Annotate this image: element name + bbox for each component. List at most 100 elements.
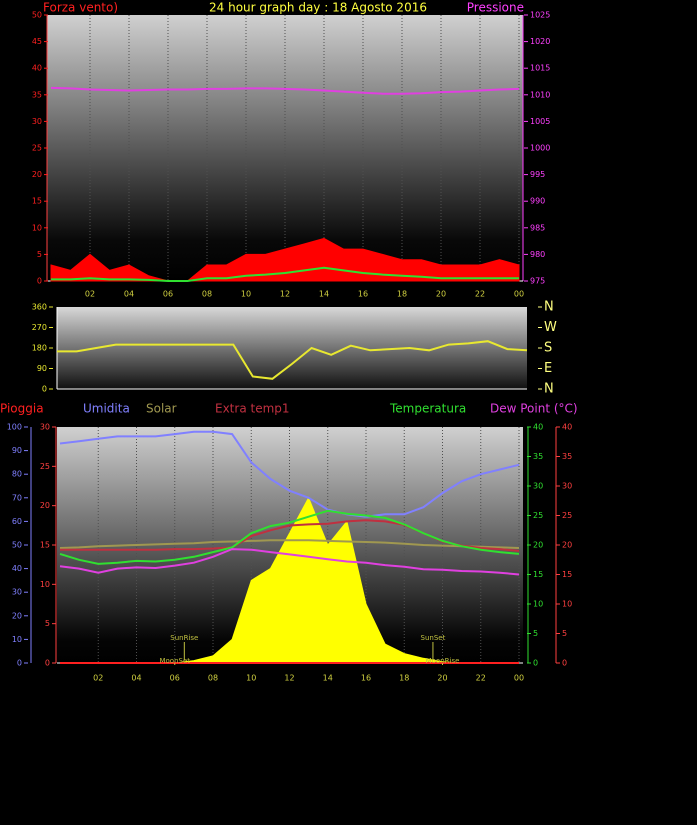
x-tick-label: 18 (397, 290, 407, 299)
y-tick-label: 70 (12, 493, 22, 502)
y2-tick-label: 980 (530, 250, 545, 259)
y-tick-label: 20 (32, 170, 42, 179)
y4-tick-label: 20 (562, 541, 572, 550)
y-tick-label: 270 (32, 323, 47, 332)
x-tick-label: 04 (124, 290, 134, 299)
y2-tick-label: 20 (533, 541, 543, 550)
y-tick-label: 15 (32, 197, 42, 206)
y3-tick-label: 0 (45, 659, 50, 668)
y-tick-label: 35 (32, 90, 42, 99)
x-tick-label: 10 (241, 290, 251, 299)
y2-tick-label: 1005 (530, 117, 550, 126)
y2-tick-label: 5 (533, 629, 538, 638)
y-tick-label: 45 (32, 37, 42, 46)
y4-tick-label: 30 (562, 482, 572, 491)
y3-tick-label: 15 (40, 541, 50, 550)
y-tick-label: 80 (12, 470, 22, 479)
area (50, 237, 520, 282)
y-tick-label: 10 (32, 223, 42, 232)
x-tick-label: 08 (208, 674, 218, 683)
y-tick-label: 60 (12, 517, 22, 526)
x-tick-label: 02 (85, 290, 95, 299)
y2-tick-label: S (544, 341, 552, 356)
y3-tick-label: 20 (40, 501, 50, 510)
y2-tick-label: N (544, 300, 554, 315)
x-tick-label: 00 (514, 674, 524, 683)
y4-tick-label: 40 (562, 423, 572, 432)
y-tick-label: 40 (12, 564, 22, 573)
x-tick-label: 14 (319, 290, 329, 299)
y2-tick-label: N (544, 382, 554, 397)
line (59, 548, 520, 576)
y-axis-label: Forza vento) (43, 1, 118, 15)
legend-entry: Solar (146, 402, 177, 416)
y3-tick-label: 10 (40, 580, 50, 589)
y2-tick-label: 0 (533, 659, 538, 668)
y4-tick-label: 25 (562, 511, 572, 520)
annotation: SunRise (170, 634, 198, 642)
y3-tick-label: 25 (40, 462, 50, 471)
x-tick-label: 16 (358, 290, 368, 299)
y3-tick-label: 30 (40, 423, 50, 432)
y2-tick-label: 990 (530, 197, 545, 206)
y-tick-label: 50 (32, 11, 42, 20)
x-tick-label: 12 (280, 290, 290, 299)
x-tick-label: 14 (323, 674, 333, 683)
y2-axis-label: Pressione (467, 1, 524, 15)
y-tick-label: 30 (32, 117, 42, 126)
y2-tick-label: 975 (530, 277, 545, 286)
y2-tick-label: 1015 (530, 64, 550, 73)
legend-entry: Pioggia (0, 402, 44, 416)
y-tick-label: 0 (37, 277, 42, 286)
y-tick-label: 0 (17, 659, 22, 668)
x-tick-label: 08 (202, 290, 212, 299)
y4-tick-label: 15 (562, 570, 572, 579)
y2-tick-label: 1010 (530, 90, 550, 99)
line (59, 539, 520, 549)
y2-tick-label: 10 (533, 600, 543, 609)
x-tick-label: 06 (163, 290, 173, 299)
y-tick-label: 90 (12, 446, 22, 455)
legend-entry: Umidita (83, 402, 130, 416)
line (57, 340, 528, 380)
x-tick-label: 00 (514, 290, 524, 299)
y4-tick-label: 5 (562, 629, 567, 638)
legend-entry: Extra temp1 (215, 402, 290, 416)
x-tick-label: 06 (170, 674, 180, 683)
y-tick-label: 360 (32, 303, 47, 312)
y-tick-label: 5 (37, 250, 42, 259)
x-tick-label: 10 (246, 674, 256, 683)
y3-tick-label: 5 (45, 619, 50, 628)
x-tick-label: 20 (436, 290, 446, 299)
x-tick-label: 02 (93, 674, 103, 683)
y2-tick-label: 30 (533, 482, 543, 491)
y4-tick-label: 0 (562, 659, 567, 668)
x-tick-label: 20 (437, 674, 447, 683)
y-tick-label: 100 (7, 423, 22, 432)
y2-tick-label: 995 (530, 170, 545, 179)
y-tick-label: 0 (42, 385, 47, 394)
x-tick-label: 22 (476, 674, 486, 683)
annotation: MoonSet (159, 657, 190, 665)
y2-tick-label: E (544, 361, 552, 376)
chart-title: 24 hour graph day : 18 Agosto 2016 (209, 1, 427, 15)
y-tick-label: 20 (12, 611, 22, 620)
y2-tick-label: 40 (533, 423, 543, 432)
line (59, 430, 520, 518)
y2-tick-label: 985 (530, 223, 545, 232)
annotation: SunSet (421, 634, 446, 642)
panel-direction (57, 307, 527, 389)
legend-entry: Temperatura (389, 402, 466, 416)
y2-tick-label: 1000 (530, 144, 550, 153)
y-tick-label: 40 (32, 64, 42, 73)
y-tick-label: 10 (12, 635, 22, 644)
y4-tick-label: 35 (562, 452, 572, 461)
y2-tick-label: 15 (533, 570, 543, 579)
x-tick-label: 16 (361, 674, 371, 683)
y2-tick-label: 35 (533, 452, 543, 461)
y2-tick-label: 1020 (530, 37, 550, 46)
y4-tick-label: 10 (562, 600, 572, 609)
y-tick-label: 30 (12, 588, 22, 597)
y2-tick-label: W (544, 320, 557, 335)
